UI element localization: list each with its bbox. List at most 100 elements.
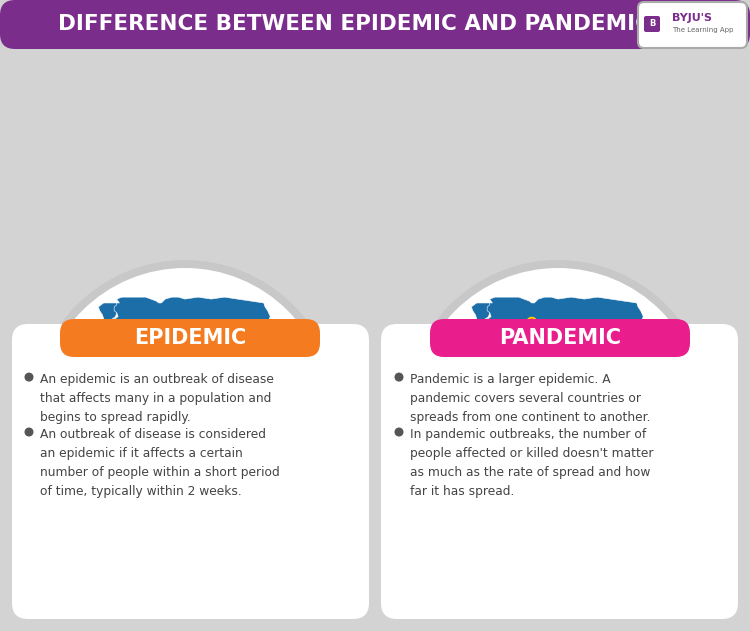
FancyBboxPatch shape: [60, 319, 320, 357]
Text: An outbreak of disease is considered
an epidemic if it affects a certain
number : An outbreak of disease is considered an …: [40, 428, 280, 498]
Circle shape: [640, 490, 646, 497]
Text: DIFFERENCE BETWEEN EPIDEMIC AND PANDEMIC: DIFFERENCE BETWEEN EPIDEMIC AND PANDEMIC: [58, 14, 652, 34]
Circle shape: [60, 411, 63, 413]
Circle shape: [482, 490, 489, 497]
Circle shape: [619, 483, 628, 493]
Polygon shape: [440, 297, 644, 435]
Circle shape: [548, 382, 555, 388]
Circle shape: [482, 335, 489, 341]
Circle shape: [550, 384, 553, 386]
Polygon shape: [422, 310, 436, 317]
Circle shape: [60, 411, 66, 417]
Circle shape: [62, 413, 64, 415]
Circle shape: [568, 323, 574, 329]
Polygon shape: [460, 303, 490, 330]
Polygon shape: [446, 326, 453, 342]
Circle shape: [61, 409, 68, 415]
Circle shape: [405, 260, 711, 566]
Circle shape: [57, 407, 64, 413]
Circle shape: [622, 487, 625, 490]
Text: BYJU'S: BYJU'S: [672, 13, 712, 23]
FancyBboxPatch shape: [12, 324, 369, 619]
Circle shape: [62, 411, 69, 417]
Circle shape: [54, 407, 64, 417]
Text: PANDEMIC: PANDEMIC: [499, 328, 621, 348]
Circle shape: [60, 415, 63, 417]
Circle shape: [32, 260, 338, 566]
Circle shape: [63, 413, 66, 415]
Circle shape: [26, 374, 33, 381]
Circle shape: [471, 336, 474, 339]
Circle shape: [446, 358, 452, 365]
Circle shape: [586, 366, 596, 376]
Polygon shape: [49, 310, 63, 317]
Circle shape: [60, 416, 63, 419]
Circle shape: [56, 413, 59, 415]
Circle shape: [58, 409, 68, 419]
Polygon shape: [251, 351, 268, 379]
Text: EPIDEMIC: EPIDEMIC: [134, 328, 246, 348]
Circle shape: [553, 391, 563, 401]
Circle shape: [431, 411, 438, 417]
Circle shape: [56, 413, 65, 423]
Text: B: B: [649, 20, 656, 28]
Circle shape: [430, 411, 433, 413]
Text: In pandemic outbreaks, the number of
people affected or killed doesn't matter
as: In pandemic outbreaks, the number of peo…: [410, 428, 653, 498]
Circle shape: [473, 459, 480, 466]
Circle shape: [620, 485, 627, 491]
Circle shape: [454, 345, 457, 347]
Circle shape: [433, 413, 439, 419]
Circle shape: [59, 407, 69, 417]
Circle shape: [481, 333, 490, 343]
Circle shape: [60, 409, 66, 415]
Circle shape: [56, 409, 62, 415]
Circle shape: [497, 454, 500, 456]
Circle shape: [58, 407, 68, 417]
Circle shape: [596, 395, 598, 398]
Circle shape: [431, 411, 441, 421]
Polygon shape: [185, 420, 188, 428]
Circle shape: [61, 409, 70, 419]
Circle shape: [58, 413, 65, 419]
Circle shape: [53, 409, 63, 419]
Circle shape: [395, 428, 403, 436]
Circle shape: [58, 416, 61, 419]
Circle shape: [413, 268, 703, 558]
Circle shape: [57, 415, 64, 421]
Circle shape: [563, 387, 574, 398]
Circle shape: [61, 411, 68, 417]
Circle shape: [428, 411, 438, 421]
Polygon shape: [136, 463, 146, 490]
Circle shape: [570, 325, 572, 327]
Circle shape: [476, 461, 478, 464]
Circle shape: [434, 415, 437, 417]
Circle shape: [59, 409, 69, 419]
Circle shape: [58, 413, 61, 415]
Polygon shape: [602, 459, 655, 513]
Text: Pandemic is a larger epidemic. A
pandemic covers several countries or
spreads fr: Pandemic is a larger epidemic. A pandemi…: [410, 373, 650, 424]
Circle shape: [54, 413, 64, 423]
Circle shape: [433, 413, 436, 415]
Circle shape: [26, 428, 33, 436]
Text: An epidemic is an outbreak of disease
that affects many in a population and
begi: An epidemic is an outbreak of disease th…: [40, 373, 274, 424]
Polygon shape: [670, 513, 681, 531]
Circle shape: [57, 411, 67, 421]
Circle shape: [484, 492, 488, 495]
Circle shape: [587, 368, 594, 374]
Text: The Learning App: The Learning App: [672, 27, 734, 33]
Circle shape: [56, 409, 65, 419]
Circle shape: [61, 413, 68, 419]
Circle shape: [427, 407, 437, 417]
Circle shape: [547, 380, 556, 390]
Circle shape: [430, 413, 436, 419]
Circle shape: [430, 409, 439, 419]
Circle shape: [432, 407, 442, 417]
FancyBboxPatch shape: [381, 324, 738, 619]
Circle shape: [59, 411, 69, 421]
Circle shape: [64, 413, 67, 415]
Circle shape: [470, 335, 476, 341]
Circle shape: [58, 415, 61, 417]
Circle shape: [530, 321, 533, 324]
Circle shape: [60, 413, 63, 415]
Circle shape: [63, 411, 66, 413]
